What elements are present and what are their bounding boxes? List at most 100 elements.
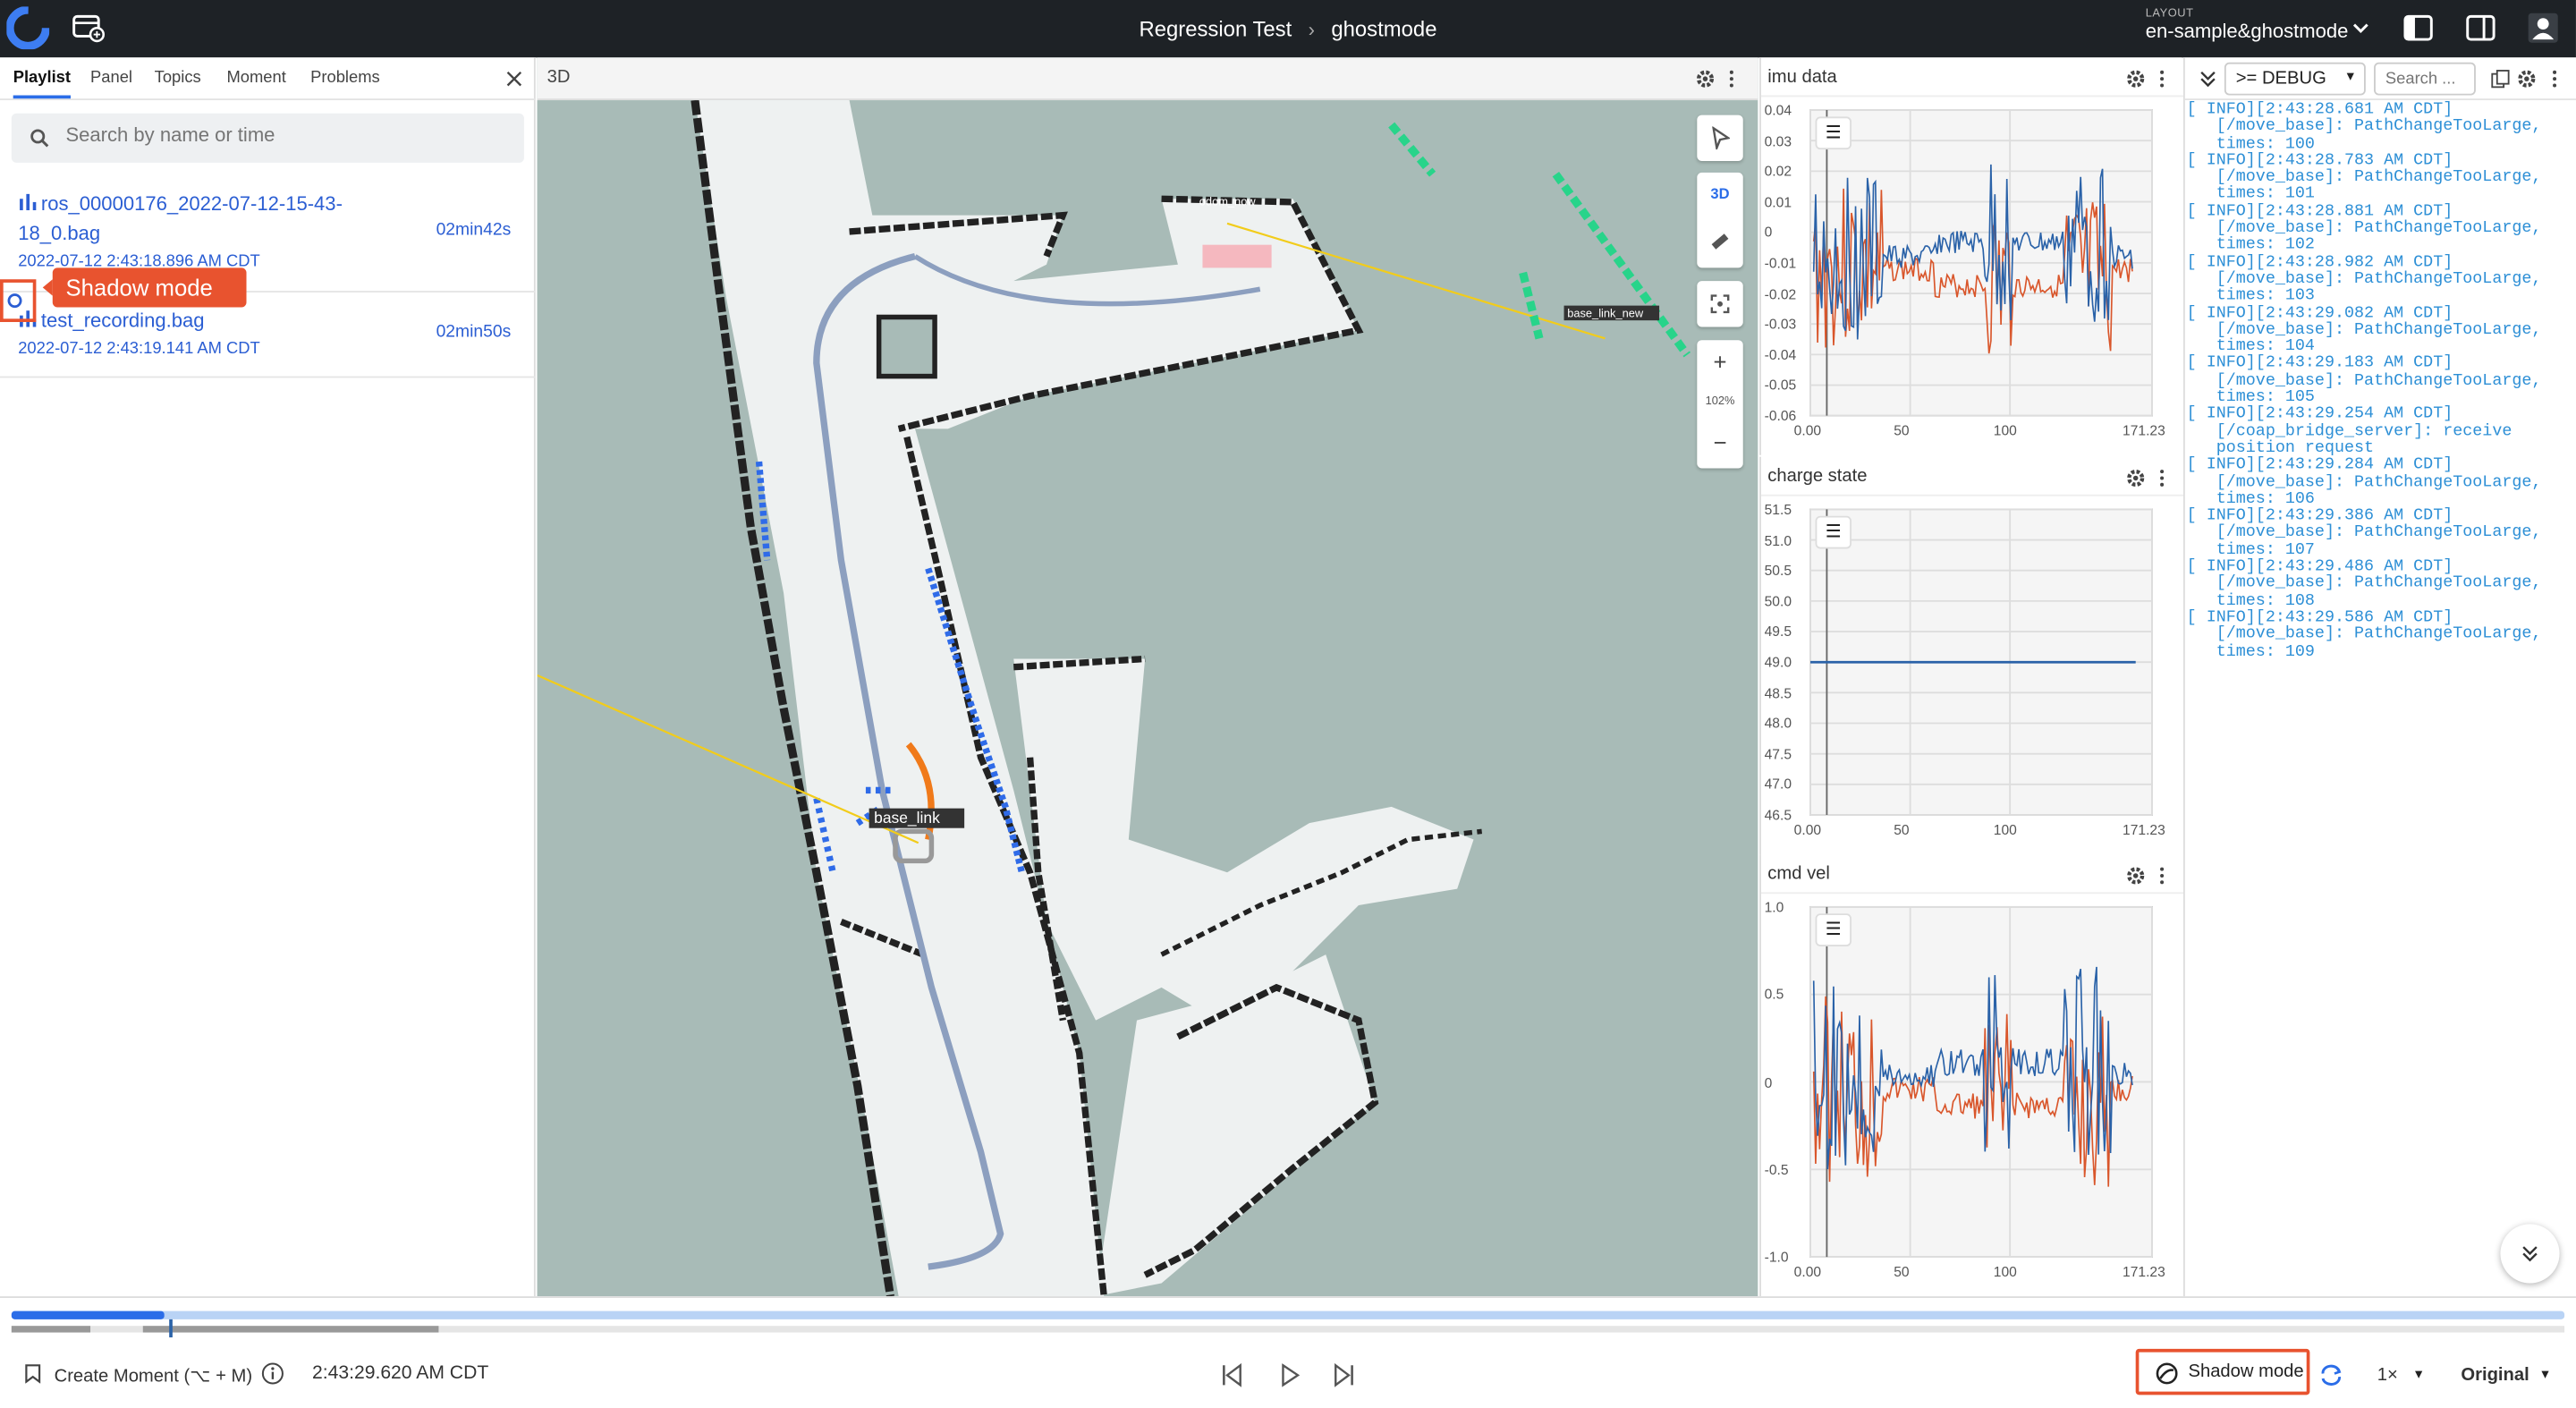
gear-icon[interactable] (1695, 69, 1715, 89)
tab-problems[interactable]: Problems (310, 69, 380, 88)
left-sidebar: Playlist Panel Topics Moment Problems ro… (0, 57, 536, 1297)
breadcrumb-current: ghostmode (1331, 16, 1437, 41)
sidebar-left-icon[interactable] (2402, 12, 2435, 45)
log-line: times: 101 (2186, 186, 2315, 205)
skip-back-icon[interactable] (1219, 1362, 1245, 1388)
search-icon (30, 129, 49, 148)
focus-button[interactable] (1697, 281, 1743, 327)
x-tick-label: 100 (1993, 422, 2017, 439)
3d-scene[interactable]: odom_now base_link base_link_new (537, 100, 1758, 1297)
3d-mode-toggle[interactable]: 3D (1710, 185, 1730, 202)
log-line: [ INFO][2:43:29.486 AM CDT] (2186, 558, 2453, 577)
shadow-mode-button[interactable]: Shadow mode (2135, 1348, 2310, 1395)
y-tick-label: 0.04 (1764, 101, 1792, 119)
gear-icon[interactable] (2126, 866, 2146, 886)
chevron-down-icon[interactable]: ▾ (2414, 1365, 2423, 1382)
log-lines: [ INFO][2:43:28.681 AM CDT] [/move_base]… (2186, 102, 2574, 662)
user-icon[interactable] (2527, 12, 2560, 45)
tab-topics[interactable]: Topics (154, 69, 201, 88)
tab-panel[interactable]: Panel (90, 69, 132, 88)
plot-canvas[interactable] (1761, 499, 2183, 854)
log-line: times: 104 (2186, 338, 2315, 357)
list-icon[interactable]: ☰ (1815, 116, 1852, 150)
gear-icon[interactable] (2126, 468, 2146, 488)
list-icon[interactable]: ☰ (1815, 515, 1852, 549)
log-line: [ INFO][2:43:28.982 AM CDT] (2186, 254, 2453, 273)
top-bar: Regression Test › ghostmode LAYOUT en-sa… (0, 0, 2576, 58)
gear-icon[interactable] (2517, 69, 2537, 89)
loop-icon[interactable] (2318, 1362, 2344, 1388)
plot-canvas[interactable] (1761, 100, 2183, 455)
breadcrumb-separator: › (1308, 17, 1315, 40)
collapse-icon[interactable] (2199, 69, 2218, 89)
y-tick-label: -0.5 (1764, 1161, 1789, 1178)
plot-title: charge state (1767, 466, 1868, 487)
zoom-level: 102% (1705, 395, 1735, 408)
quality-select[interactable]: Original (2461, 1365, 2529, 1386)
log-line: [/move_base]: PathChangeTooLarge, (2186, 473, 2542, 493)
playback-speed[interactable]: 1× (2377, 1365, 2398, 1386)
log-line: [/move_base]: PathChangeTooLarge, (2186, 321, 2542, 340)
new-window-icon[interactable] (72, 13, 106, 43)
ghost-icon (2156, 1362, 2178, 1385)
plot-panel[interactable]: imu data ☰ 0.04 0.03 0.02 0.01 0 -0.01 -0.02 -0.… (1759, 57, 2183, 455)
more-icon[interactable] (2550, 69, 2560, 89)
chevron-down-icon[interactable] (2349, 16, 2372, 39)
skip-forward-icon[interactable] (1331, 1362, 1357, 1388)
minus-icon[interactable]: − (1713, 428, 1727, 455)
playback-timeline[interactable] (11, 1310, 2565, 1319)
plot-canvas[interactable] (1761, 897, 2183, 1296)
log-line: times: 103 (2186, 287, 2315, 307)
y-tick-label: 0.03 (1764, 132, 1792, 149)
more-icon[interactable] (1726, 69, 1736, 89)
recording-name[interactable]: ros_00000176_2022-07-12-15-43- (40, 191, 343, 216)
3d-panel[interactable]: odom_now base_link base_link_new 3D 3D +… (537, 57, 1758, 1297)
more-icon[interactable] (2157, 468, 2167, 488)
log-level-select[interactable]: >= DEBUG ▾ (2224, 62, 2366, 96)
x-tick-label: 171.23 (2123, 821, 2165, 838)
select-tool-button[interactable] (1697, 115, 1743, 161)
y-tick-label: -0.05 (1764, 377, 1797, 394)
recording-duration: 02min50s (436, 321, 512, 343)
log-line: [/move_base]: PathChangeTooLarge, (2186, 372, 2542, 391)
playhead[interactable] (169, 1319, 173, 1338)
x-tick-label: 50 (1894, 422, 1910, 439)
more-icon[interactable] (2157, 866, 2167, 886)
tab-moment[interactable]: Moment (226, 69, 286, 88)
plus-icon[interactable]: + (1713, 348, 1727, 375)
plot-panel[interactable]: cmd vel ☰ 1.0 0.5 0 -0.5 -1.0 0.00 50 100 171.23 (1759, 854, 2183, 1297)
play-icon[interactable] (1276, 1362, 1302, 1388)
log-line: [/coap_bridge_server]: receive (2186, 423, 2512, 442)
tab-playlist[interactable]: Playlist (13, 69, 72, 99)
plot-panel[interactable]: charge state ☰ 51.5 51.0 50.5 50.0 49.5 49.0 48… (1759, 456, 2183, 855)
log-line: [/move_base]: PathChangeTooLarge, (2186, 575, 2542, 594)
log-line: [ INFO][2:43:28.783 AM CDT] (2186, 152, 2453, 171)
copy-icon[interactable] (2490, 69, 2510, 89)
info-icon[interactable] (261, 1362, 284, 1386)
coscene-logo[interactable] (6, 6, 50, 50)
recording-name[interactable]: test_recording.bag (40, 309, 205, 333)
log-line: times: 100 (2186, 135, 2315, 154)
scroll-bottom-button[interactable] (2500, 1224, 2560, 1284)
log-search-input[interactable] (2374, 62, 2476, 96)
log-line: times: 105 (2186, 389, 2315, 408)
chevron-down-icon[interactable]: ▾ (2541, 1365, 2549, 1382)
shadow-mode-indicator[interactable] (0, 279, 37, 322)
sidebar-right-icon[interactable] (2464, 12, 2497, 45)
more-icon[interactable] (2157, 69, 2167, 89)
create-moment-button[interactable]: Create Moment (⌥ + M) (54, 1367, 253, 1387)
list-icon[interactable]: ☰ (1815, 913, 1852, 946)
close-icon[interactable] (504, 69, 524, 89)
moment-icon[interactable] (25, 1363, 41, 1384)
gear-icon[interactable] (2126, 69, 2146, 89)
list-item[interactable]: ros_00000176_2022-07-12-15-43- 18_0.bag … (0, 176, 536, 293)
layout-selector[interactable]: LAYOUT en-sample&ghostmode (2146, 8, 2349, 43)
breadcrumb-parent[interactable]: Regression Test (1139, 16, 1292, 41)
recording-name-cont[interactable]: 18_0.bag (18, 221, 101, 245)
y-tick-label: 0 (1764, 1073, 1773, 1090)
search-input[interactable] (65, 123, 494, 147)
recording-date: 2022-07-12 2:43:19.141 AM CDT (18, 340, 260, 359)
search-box (11, 113, 524, 163)
ruler-icon[interactable] (1710, 232, 1730, 251)
y-tick-label: -0.01 (1764, 254, 1797, 272)
